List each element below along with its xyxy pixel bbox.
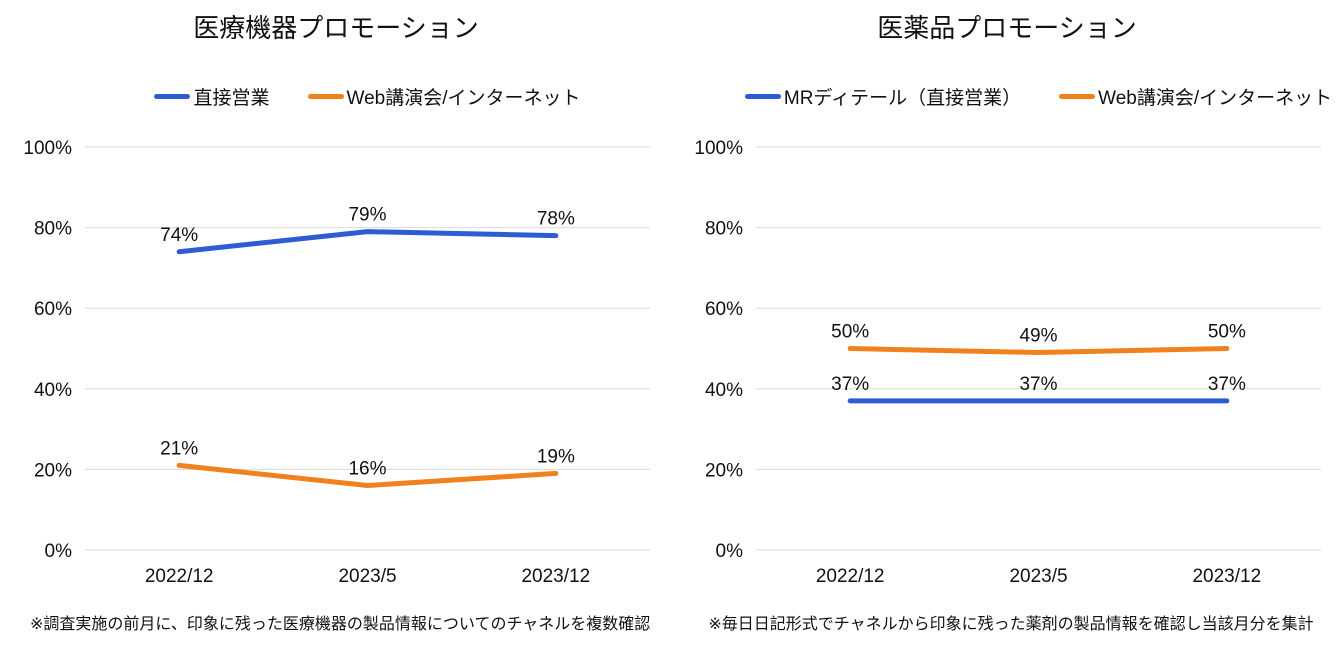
y-axis-tick-label: 100% xyxy=(694,138,743,159)
chart-title: 医療機器プロモーション xyxy=(193,13,479,43)
chart-panel-medical-devices: 医療機器プロモーション 直接営業 Web講演会/インターネット 0% 20% 40%… xyxy=(23,13,651,633)
data-label: 50% xyxy=(831,322,869,343)
legend: MRディテール（直接営業） Web講演会/インターネット xyxy=(744,83,1332,110)
data-label: 21% xyxy=(160,438,198,459)
y-axis-tick-label: 100% xyxy=(23,138,72,159)
y-axis-tick-label: 20% xyxy=(34,460,72,481)
data-label: 37% xyxy=(1019,374,1057,395)
data-label: 37% xyxy=(831,374,869,395)
legend-label: 直接営業 xyxy=(193,88,270,109)
legend-label: Web講演会/インターネット xyxy=(1098,88,1333,109)
data-label: 79% xyxy=(348,205,386,226)
chart-footnote: ※毎日日記形式でチャネルから印象に残った薬剤の製品情報を確認し当該月分を集計 xyxy=(708,616,1314,633)
y-axis-tick-label: 0% xyxy=(716,541,744,562)
legend-line-swatch-orange xyxy=(1059,94,1096,99)
legend-item: Web講演会/インターネット xyxy=(307,83,581,110)
data-label: 37% xyxy=(1208,374,1246,395)
data-label: 50% xyxy=(1208,322,1246,343)
data-label: 49% xyxy=(1019,326,1057,347)
legend-line-swatch-blue xyxy=(154,94,191,99)
data-label: 16% xyxy=(348,459,386,480)
x-axis-label: 2023/12 xyxy=(521,566,590,587)
y-axis-tick-label: 80% xyxy=(34,219,72,240)
legend: 直接営業 Web講演会/インターネット xyxy=(85,83,650,110)
y-axis-tick-label: 80% xyxy=(705,219,743,240)
legend-line-swatch-orange xyxy=(307,94,344,99)
chart-title: 医薬品プロモーション xyxy=(877,13,1137,43)
line-chart-plot-area: 0% 20% 40% 60% 80% 100% 2022/12 2023/5 2023/12 74… xyxy=(23,138,650,587)
y-axis-tick-label: 60% xyxy=(705,299,743,320)
y-axis-tick-label: 0% xyxy=(45,541,73,562)
legend-item: MRディテール（直接営業） xyxy=(744,83,1022,110)
series-line xyxy=(176,462,559,489)
series-line xyxy=(176,229,559,255)
y-axis-tick-label: 20% xyxy=(705,460,743,481)
chart-panel-pharmaceuticals: 医薬品プロモーション MRディテール（直接営業） Web講演会/インターネット … xyxy=(671,0,1343,659)
x-axis-label: 2022/12 xyxy=(816,566,885,587)
x-axis-label: 2022/12 xyxy=(145,566,214,587)
x-axis-label: 2023/5 xyxy=(1009,566,1067,587)
y-axis-tick-label: 40% xyxy=(34,380,72,401)
legend-line-swatch-blue xyxy=(744,94,781,99)
x-axis-label: 2023/5 xyxy=(338,566,396,587)
legend-label: Web講演会/インターネット xyxy=(346,88,581,109)
legend-item: Web講演会/インターネット xyxy=(1059,83,1332,110)
legend-item: 直接営業 xyxy=(154,83,270,110)
legend-label: MRディテール（直接営業） xyxy=(783,88,1022,109)
chart-footnote: ※調査実施の前月に、印象に残った医療機器の製品情報についてのチャネルを複数確認 xyxy=(30,616,651,633)
line-chart-plot-area: 0% 20% 40% 60% 80% 100% 2022/12 2023/5 2023/12 37… xyxy=(694,138,1321,587)
data-label: 78% xyxy=(537,209,575,230)
y-axis-tick-label: 40% xyxy=(705,380,743,401)
y-axis-tick-label: 60% xyxy=(34,299,72,320)
series-line xyxy=(847,346,1230,356)
data-label: 74% xyxy=(160,225,198,246)
data-label: 19% xyxy=(537,446,575,467)
x-axis-label: 2023/12 xyxy=(1192,566,1261,587)
